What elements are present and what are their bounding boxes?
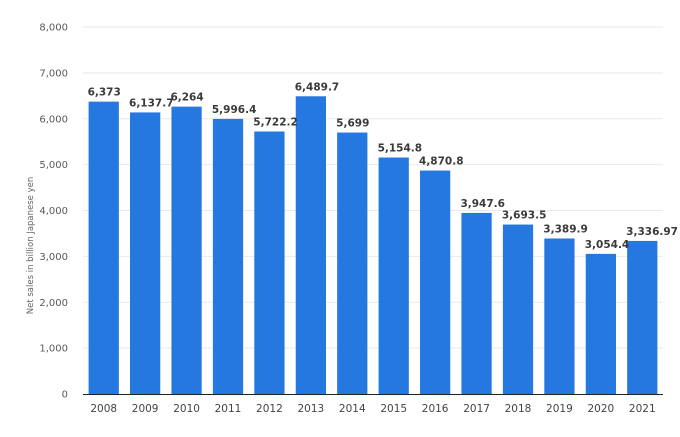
bar-2021[interactable] [627, 240, 658, 394]
x-tick-label: 2020 [587, 403, 614, 415]
y-axis-title: Net sales in billion Japanese yen [26, 177, 36, 315]
y-tick-label: 6,000 [39, 114, 68, 125]
y-tick-label: 4,000 [39, 206, 68, 217]
x-tick-label: 2019 [546, 403, 573, 415]
data-label-2020: 3,054.4 [585, 239, 630, 251]
y-tick-label: 0 [62, 390, 68, 401]
x-tick-label: 2017 [463, 403, 490, 415]
data-label-2019: 3,389.9 [543, 223, 588, 235]
data-label-2014: 5,699 [336, 118, 369, 130]
x-tick-label: 2011 [215, 403, 242, 415]
x-tick-label: 2014 [339, 403, 366, 415]
data-label-2013: 6,489.7 [295, 81, 340, 93]
bar-2011[interactable] [212, 118, 244, 394]
x-tick-label: 2021 [629, 403, 656, 415]
y-axis-ticks: 0 1,000 2,000 3,000 4,000 5,000 6,000 7,000 8,00… [39, 23, 68, 401]
bar-2018[interactable] [502, 224, 534, 394]
bar-2017[interactable] [461, 212, 492, 394]
data-labels: 6,373 6,137.76,264 5,996.45,722.2 6,489.7 5,… [88, 81, 678, 251]
data-label-2021: 3,336.97 [626, 226, 678, 238]
bar-2013[interactable] [295, 96, 326, 395]
data-label-2017: 3,947.6 [460, 198, 505, 210]
bar-2019[interactable] [544, 238, 575, 394]
bar-2016[interactable] [420, 170, 451, 394]
data-label-2011: 5,996.4 [212, 104, 257, 116]
x-tick-label: 2008 [90, 403, 117, 415]
gridlines [83, 26, 663, 349]
y-tick-label: 5,000 [39, 160, 68, 171]
x-tick-label: 2018 [505, 403, 532, 415]
bar-2012[interactable] [254, 131, 285, 394]
bars [88, 96, 658, 395]
y-tick-label: 8,000 [39, 23, 68, 34]
data-label-2018: 3,693.5 [502, 210, 547, 222]
x-tick-label: 2015 [380, 403, 407, 415]
data-label-2009: 6,137.7 [129, 97, 174, 109]
bar-2014[interactable] [337, 132, 368, 394]
bar-2020[interactable] [585, 253, 616, 394]
y-tick-label: 2,000 [39, 298, 68, 309]
bar-2009[interactable] [130, 112, 161, 394]
x-tick-label: 2016 [422, 403, 449, 415]
x-axis-ticks: 2008 2009 2010 2011 2012 2013 2014 2015 2016 2017… [90, 403, 655, 415]
bar-2008[interactable] [88, 101, 119, 395]
data-label-2012: 5,722.2 [253, 116, 298, 128]
x-tick-label: 2010 [173, 403, 200, 415]
bar-2015[interactable] [378, 157, 409, 394]
x-tick-label: 2013 [297, 403, 324, 415]
data-label-2016: 4,870.8 [419, 156, 464, 168]
data-label-2015: 5,154.8 [378, 143, 423, 155]
bar-2010[interactable] [171, 106, 202, 394]
data-label-2008: 6,373 [88, 87, 121, 99]
y-tick-label: 1,000 [39, 344, 68, 355]
x-tick-label: 2012 [256, 403, 283, 415]
x-tick-label: 2009 [132, 403, 159, 415]
y-tick-label: 3,000 [39, 252, 68, 263]
y-tick-label: 7,000 [39, 68, 68, 79]
data-label-2010: 6,264 [170, 92, 203, 104]
